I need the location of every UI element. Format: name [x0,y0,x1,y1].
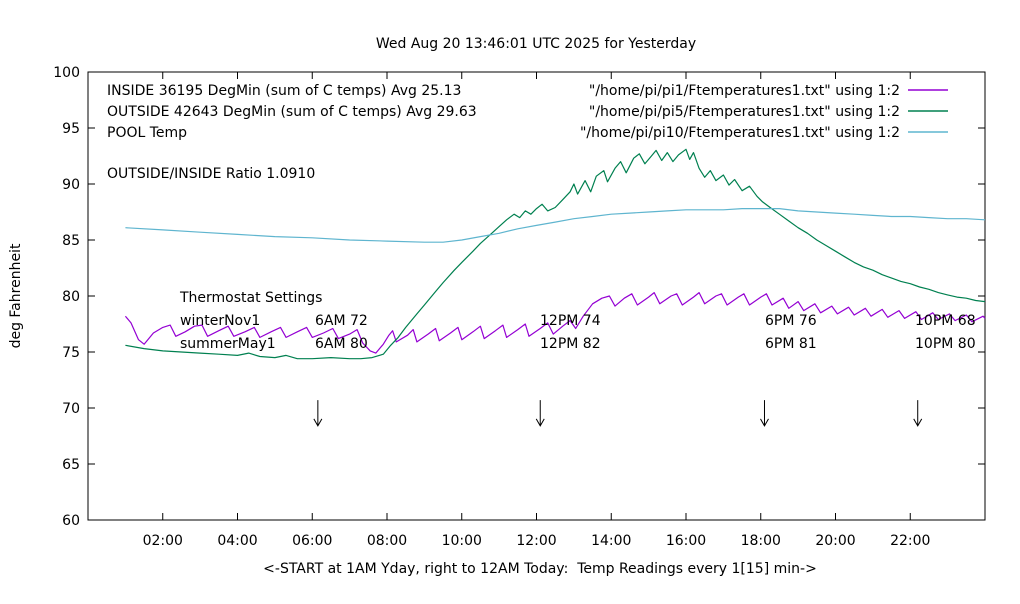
x-tick-label: 20:00 [815,533,855,549]
x-tick-label: 12:00 [516,533,556,549]
x-tick-label: 08:00 [367,533,407,549]
thermostat-row-winter-name: winterNov1 [180,313,260,329]
thermostat-summer-10pm: 10PM 80 [915,336,976,352]
y-tick-label: 70 [62,401,80,417]
series-line-outside [125,148,986,360]
x-tick-label: 18:00 [741,533,781,549]
thermostat-winter-12pm: 12PM 74 [540,313,601,329]
x-tick-label: 22:00 [890,533,930,549]
y-tick-label: 65 [62,457,80,473]
y-axis-label: deg Fahrenheit [8,243,24,348]
y-tick-label: 90 [62,177,80,193]
down-arrow [535,400,545,427]
thermostat-winter-10pm: 10PM 68 [915,313,976,329]
axes-ticks: 02:00 04:00 06:00 08:00 10:00 12:00 14:00 16:00… [53,65,985,549]
legend-label-inside: INSIDE 36195 DegMin (sum of C temps) Avg… [107,83,461,99]
down-arrow [913,400,923,427]
y-tick-label: 75 [62,345,80,361]
x-tick-label: 04:00 [217,533,257,549]
y-tick-label: 80 [62,289,80,305]
schedule-arrows [313,400,923,427]
thermostat-winter-6pm: 6PM 76 [765,313,817,329]
down-arrow [313,400,323,427]
legend-line-samples [908,89,948,133]
y-tick-label: 85 [62,233,80,249]
down-arrow [760,400,769,427]
legend-file-inside: "/home/pi/pi1/Ftemperatures1.txt" using … [589,83,900,99]
thermostat-summer-12pm: 12PM 82 [540,336,601,352]
x-tick-label: 06:00 [292,533,332,549]
thermostat-summer-6pm: 6PM 81 [765,336,817,352]
thermostat-winter-6am: 6AM 72 [315,313,368,329]
thermostat-summer-6am: 6AM 80 [315,336,368,352]
y-tick-label: 100 [53,65,80,81]
x-tick-label: 02:00 [143,533,183,549]
series-line-inside [124,292,986,354]
legend-file-outside: "/home/pi/pi5/Ftemperatures1.txt" using … [589,104,900,120]
legend-label-outside: OUTSIDE 42643 DegMin (sum of C temps) Av… [107,104,477,120]
y-tick-label: 60 [62,513,80,529]
x-tick-label: 14:00 [591,533,631,549]
chart-title: Wed Aug 20 13:46:01 UTC 2025 for Yesterd… [376,36,696,52]
thermostat-header: Thermostat Settings [179,290,322,306]
ratio-annotation: OUTSIDE/INSIDE Ratio 1.0910 [107,166,315,182]
thermostat-row-summer-name: summerMay1 [180,336,276,352]
series-line-pool [125,208,986,243]
legend-label-pool: POOL Temp [107,125,187,141]
x-axis-label: <-START at 1AM Yday, right to 12AM Today… [263,561,817,577]
x-tick-label: 16:00 [666,533,706,549]
legend-file-pool: "/home/pi/pi10/Ftemperatures1.txt" using… [580,125,900,141]
series-lines [124,148,986,360]
x-tick-label: 10:00 [442,533,482,549]
y-tick-label: 95 [62,121,80,137]
